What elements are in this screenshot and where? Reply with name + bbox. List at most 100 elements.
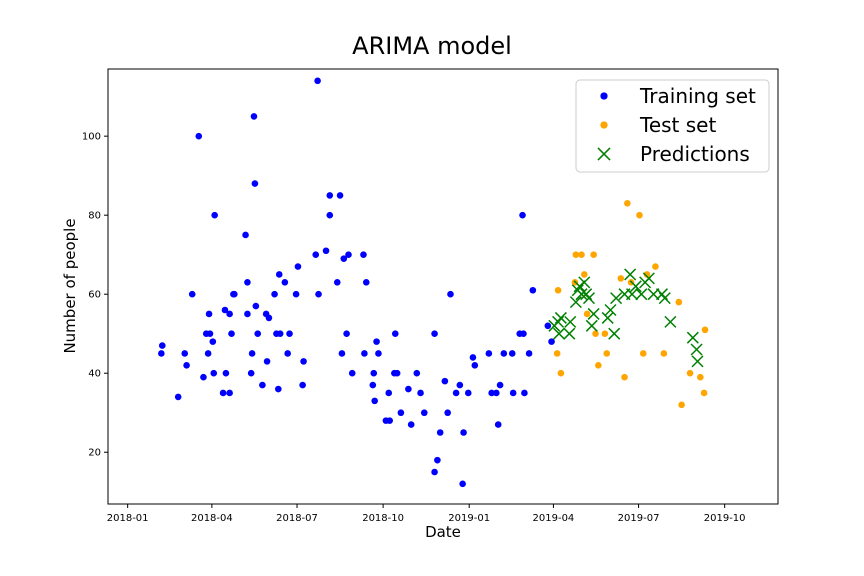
data-point xyxy=(343,330,350,338)
data-point xyxy=(697,373,704,381)
data-point xyxy=(299,381,306,389)
data-point xyxy=(397,409,405,417)
data-point xyxy=(459,480,466,488)
x-tick-label: 2019-04 xyxy=(533,513,575,524)
data-point xyxy=(629,280,642,293)
data-point xyxy=(580,271,588,278)
data-marks xyxy=(158,77,709,488)
data-point xyxy=(204,350,212,357)
data-point xyxy=(494,421,502,428)
data-point xyxy=(444,409,451,417)
data-point xyxy=(500,350,508,357)
data-point xyxy=(590,251,597,258)
data-point xyxy=(407,421,415,428)
x-tick-label: 2019-01 xyxy=(448,513,490,524)
data-point xyxy=(206,330,214,338)
data-point xyxy=(345,251,352,258)
x-tick-label: 2019-10 xyxy=(704,513,746,524)
data-point xyxy=(548,338,555,345)
data-point xyxy=(226,389,233,397)
y-tick-label: 60 xyxy=(88,290,101,301)
data-point xyxy=(610,292,623,305)
data-point xyxy=(529,286,537,294)
data-point xyxy=(639,350,647,357)
data-point xyxy=(554,286,562,294)
x-axis-label: Date xyxy=(425,523,461,541)
data-point xyxy=(294,263,302,270)
data-point xyxy=(340,255,348,262)
data-point xyxy=(691,355,704,368)
data-point xyxy=(244,279,251,286)
data-point xyxy=(259,381,266,389)
x-tick-label: 2018-10 xyxy=(362,513,404,524)
data-point xyxy=(520,330,527,338)
data-point xyxy=(441,377,449,385)
data-point xyxy=(434,456,441,464)
data-point xyxy=(642,272,655,285)
data-point xyxy=(686,331,699,344)
data-point xyxy=(521,389,528,397)
data-point xyxy=(371,397,378,405)
data-point xyxy=(222,369,230,377)
data-point xyxy=(617,275,625,282)
data-point xyxy=(413,369,421,377)
data-point xyxy=(675,298,683,306)
data-point xyxy=(391,330,399,338)
data-point xyxy=(174,393,182,401)
data-point xyxy=(660,350,668,357)
data-point xyxy=(485,350,493,357)
data-point xyxy=(200,373,207,381)
data-point xyxy=(386,417,393,424)
data-point xyxy=(563,327,576,340)
data-point xyxy=(292,290,300,298)
data-point xyxy=(244,310,251,318)
data-point xyxy=(678,401,685,409)
data-point xyxy=(509,389,517,397)
data-point xyxy=(544,322,552,330)
series-training-set xyxy=(158,77,555,488)
data-point xyxy=(553,327,566,340)
data-point xyxy=(553,350,561,357)
data-point xyxy=(578,276,591,289)
data-point xyxy=(263,358,271,365)
data-point xyxy=(592,330,599,338)
data-point xyxy=(583,310,591,318)
x-axis: 2018-01 2018-04 2018-07 2018-10 2019-01 2019-… xyxy=(107,504,746,524)
data-point xyxy=(464,389,472,397)
y-tick-label: 80 xyxy=(88,211,101,222)
data-point xyxy=(284,350,291,357)
data-point xyxy=(587,307,600,320)
data-point xyxy=(271,290,278,298)
data-point xyxy=(362,279,370,286)
x-tick-label: 2018-01 xyxy=(107,513,149,524)
data-point xyxy=(624,200,631,207)
series-predictions xyxy=(548,268,704,368)
data-point xyxy=(314,77,321,85)
data-point xyxy=(281,279,289,286)
data-point xyxy=(636,211,643,219)
x-tick-label: 2019-07 xyxy=(618,513,660,524)
data-point xyxy=(188,290,196,298)
y-tick-label: 40 xyxy=(88,369,101,380)
data-point xyxy=(604,303,617,317)
data-point xyxy=(431,330,438,338)
data-point xyxy=(420,409,428,417)
data-point xyxy=(572,251,580,258)
data-point xyxy=(265,314,273,322)
x-tick-label: 2018-07 xyxy=(276,513,318,524)
data-point xyxy=(360,251,367,258)
legend-label: Test set xyxy=(639,113,716,137)
data-point xyxy=(158,350,165,357)
data-point xyxy=(554,311,567,324)
legend-marker xyxy=(597,147,611,161)
data-point xyxy=(276,330,284,338)
data-point xyxy=(348,369,356,377)
data-point xyxy=(326,192,334,199)
data-point xyxy=(393,369,401,377)
data-point xyxy=(447,290,454,298)
data-point xyxy=(625,288,639,301)
data-point xyxy=(252,302,260,310)
data-point xyxy=(373,338,380,345)
y-tick-label: 100 xyxy=(82,132,101,143)
